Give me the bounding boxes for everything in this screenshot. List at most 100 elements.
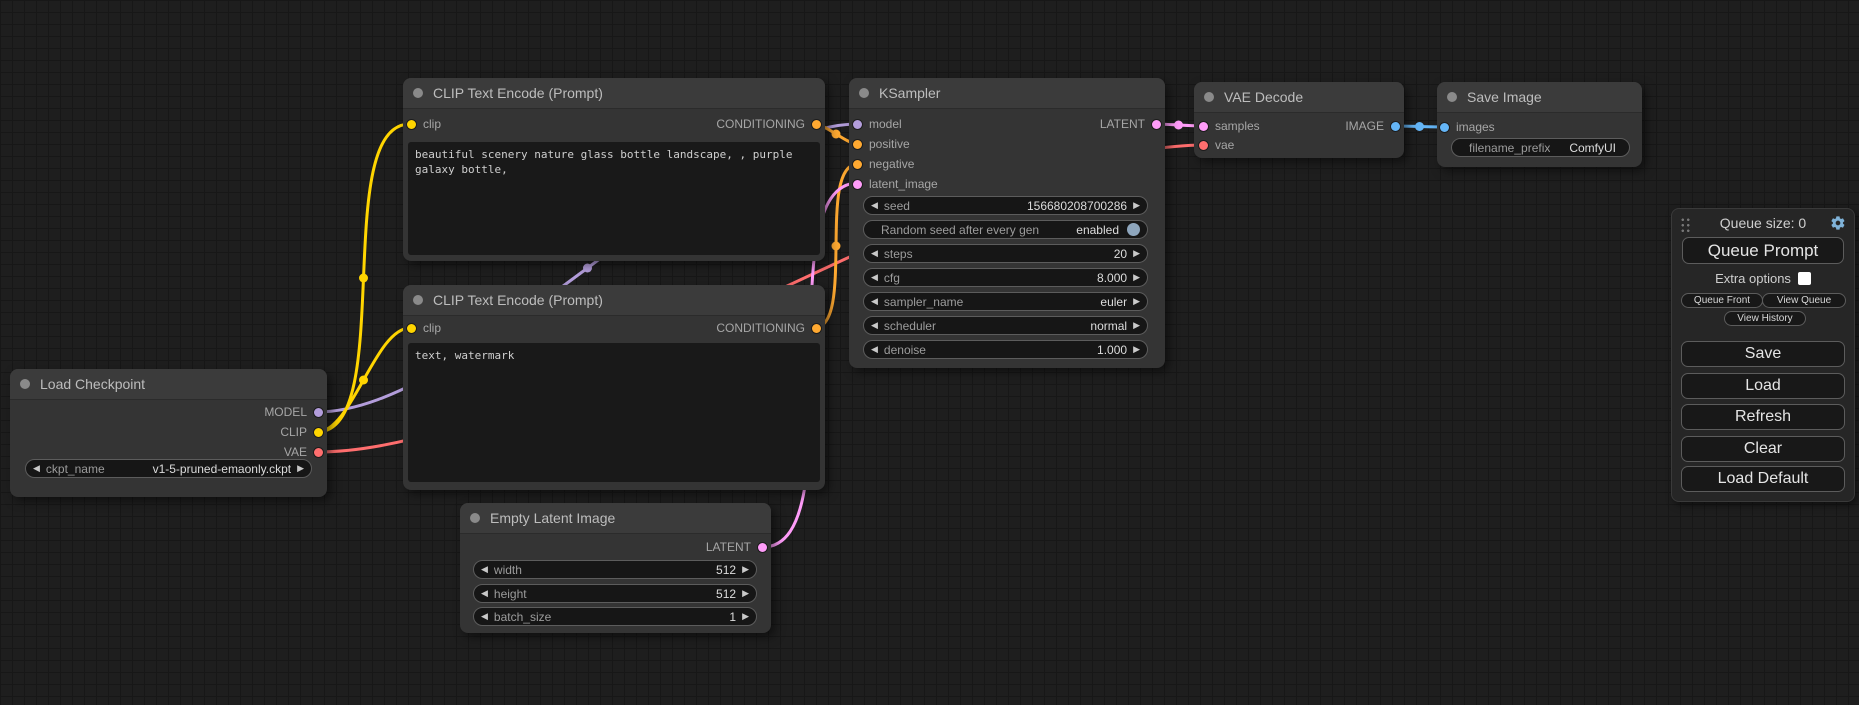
conditioning-output-port[interactable] xyxy=(812,119,821,129)
decrement-arrow-icon[interactable]: ◀ xyxy=(481,588,488,598)
load-default-button[interactable]: Load Default xyxy=(1681,466,1845,492)
image-output-port[interactable] xyxy=(1391,121,1400,131)
drag-handle-icon[interactable] xyxy=(1679,216,1690,233)
node-vae-decode-titlebar[interactable]: VAE Decode xyxy=(1194,82,1404,113)
node-ksampler-titlebar[interactable]: KSampler xyxy=(849,78,1165,109)
widget-random-seed-toggle[interactable]: Random seed after every gen enabled xyxy=(863,220,1148,239)
increment-arrow-icon[interactable]: ▶ xyxy=(1133,272,1140,282)
decrement-arrow-icon[interactable]: ◀ xyxy=(871,320,878,330)
node-clip-negative-titlebar[interactable]: CLIP Text Encode (Prompt) xyxy=(403,285,825,316)
node-load-checkpoint: Load Checkpoint MODEL CLIP VAE ◀ ckpt_na… xyxy=(10,369,327,497)
decrement-arrow-icon[interactable]: ◀ xyxy=(481,564,488,574)
widget-filename-prefix[interactable]: filename_prefix ComfyUI xyxy=(1451,138,1630,157)
widget-height[interactable]: ◀ height 512 ▶ xyxy=(473,584,757,603)
widget-label: cfg xyxy=(883,270,900,285)
collapse-dot-icon[interactable] xyxy=(413,88,423,98)
conditioning-output-port[interactable] xyxy=(812,323,821,333)
increment-arrow-icon[interactable]: ▶ xyxy=(742,564,749,574)
increment-arrow-icon[interactable]: ▶ xyxy=(297,463,304,473)
widget-seed[interactable]: ◀ seed 156680208700286 ▶ xyxy=(863,196,1148,215)
widget-label: filename_prefix xyxy=(1469,140,1551,155)
node-save-image-titlebar[interactable]: Save Image xyxy=(1437,82,1642,113)
increment-arrow-icon[interactable]: ▶ xyxy=(1133,344,1140,354)
input-slot-positive: positive xyxy=(853,134,910,154)
widget-label: width xyxy=(493,562,522,577)
load-button[interactable]: Load xyxy=(1681,373,1845,399)
widget-width[interactable]: ◀ width 512 ▶ xyxy=(473,560,757,579)
latent-output-port[interactable] xyxy=(1152,119,1161,129)
node-load-checkpoint-titlebar[interactable]: Load Checkpoint xyxy=(10,369,327,400)
collapse-dot-icon[interactable] xyxy=(1447,92,1457,102)
vae-input-port[interactable] xyxy=(1199,140,1208,150)
widget-ckpt-name[interactable]: ◀ ckpt_name v1-5-pruned-emaonly.ckpt ▶ xyxy=(25,459,312,478)
widget-cfg[interactable]: ◀ cfg 8.000 ▶ xyxy=(863,268,1148,287)
toggle-dot[interactable] xyxy=(1127,223,1140,236)
view-history-button[interactable]: View History xyxy=(1724,311,1806,326)
positive-prompt-textarea[interactable]: beautiful scenery nature glass bottle la… xyxy=(408,142,820,255)
decrement-arrow-icon[interactable]: ◀ xyxy=(871,248,878,258)
save-button[interactable]: Save xyxy=(1681,341,1845,367)
collapse-dot-icon[interactable] xyxy=(859,88,869,98)
model-output-port[interactable] xyxy=(314,407,323,417)
queue-front-button[interactable]: Queue Front xyxy=(1681,293,1763,308)
decrement-arrow-icon[interactable]: ◀ xyxy=(871,344,878,354)
refresh-button[interactable]: Refresh xyxy=(1681,404,1845,430)
samples-input-port[interactable] xyxy=(1199,121,1208,131)
increment-arrow-icon[interactable]: ▶ xyxy=(742,588,749,598)
latent-output-port[interactable] xyxy=(758,542,767,552)
wire-midpoint-dot-cond-negative xyxy=(831,241,841,251)
widget-sampler-name[interactable]: ◀ sampler_name euler ▶ xyxy=(863,292,1148,311)
wire-midpoint-dot-latent-output xyxy=(1174,120,1183,130)
increment-arrow-icon[interactable]: ▶ xyxy=(742,611,749,621)
collapse-dot-icon[interactable] xyxy=(470,513,480,523)
increment-arrow-icon[interactable]: ▶ xyxy=(1133,320,1140,330)
wire-midpoint-dot-cond-positive xyxy=(831,129,841,139)
output-slot-conditioning: CONDITIONING xyxy=(716,114,821,134)
widget-scheduler[interactable]: ◀ scheduler normal ▶ xyxy=(863,316,1148,335)
decrement-arrow-icon[interactable]: ◀ xyxy=(871,272,878,282)
settings-gear-icon[interactable] xyxy=(1830,215,1846,231)
widget-value: normal xyxy=(1090,318,1128,333)
node-clip-positive-titlebar[interactable]: CLIP Text Encode (Prompt) xyxy=(403,78,825,109)
negative-prompt-textarea[interactable]: text, watermark xyxy=(408,343,820,482)
collapse-dot-icon[interactable] xyxy=(20,379,30,389)
positive-input-port[interactable] xyxy=(853,139,862,149)
widget-value: ComfyUI xyxy=(1569,140,1616,155)
increment-arrow-icon[interactable]: ▶ xyxy=(1133,248,1140,258)
negative-input-port[interactable] xyxy=(853,159,862,169)
view-queue-button[interactable]: View Queue xyxy=(1762,293,1846,308)
vae-output-port[interactable] xyxy=(314,447,323,457)
input-slot-clip: clip xyxy=(407,318,441,338)
model-input-port[interactable] xyxy=(853,119,862,129)
latent-image-input-port[interactable] xyxy=(853,179,862,189)
widget-value: 156680208700286 xyxy=(1026,198,1128,213)
node-vae-decode: VAE Decode samples vae IMAGE xyxy=(1194,82,1404,158)
node-title: VAE Decode xyxy=(1224,89,1304,105)
decrement-arrow-icon[interactable]: ◀ xyxy=(33,463,40,473)
decrement-arrow-icon[interactable]: ◀ xyxy=(481,611,488,621)
decrement-arrow-icon[interactable]: ◀ xyxy=(871,296,878,306)
wire-midpoint-dot-clip-positive xyxy=(359,273,368,283)
increment-arrow-icon[interactable]: ▶ xyxy=(1133,200,1140,210)
clip-input-port[interactable] xyxy=(407,119,416,129)
collapse-dot-icon[interactable] xyxy=(413,295,423,305)
node-empty-latent-titlebar[interactable]: Empty Latent Image xyxy=(460,503,771,534)
wire-midpoint-dot-clip-negative xyxy=(359,375,368,385)
widget-label: denoise xyxy=(883,342,926,357)
clear-button[interactable]: Clear xyxy=(1681,436,1845,462)
collapse-dot-icon[interactable] xyxy=(1204,92,1214,102)
slot-label: CLIP xyxy=(280,425,307,439)
clip-input-port[interactable] xyxy=(407,323,416,333)
widget-steps[interactable]: ◀ steps 20 ▶ xyxy=(863,244,1148,263)
decrement-arrow-icon[interactable]: ◀ xyxy=(871,200,878,210)
widget-batch-size[interactable]: ◀ batch_size 1 ▶ xyxy=(473,607,757,626)
widget-denoise[interactable]: ◀ denoise 1.000 ▶ xyxy=(863,340,1148,359)
widget-value: 512 xyxy=(716,562,737,577)
queue-prompt-button[interactable]: Queue Prompt xyxy=(1682,237,1844,264)
clip-output-port[interactable] xyxy=(314,427,323,437)
widget-label: height xyxy=(493,586,527,601)
extra-options-checkbox[interactable] xyxy=(1797,272,1811,285)
increment-arrow-icon[interactable]: ▶ xyxy=(1133,296,1140,306)
images-input-port[interactable] xyxy=(1440,122,1449,132)
